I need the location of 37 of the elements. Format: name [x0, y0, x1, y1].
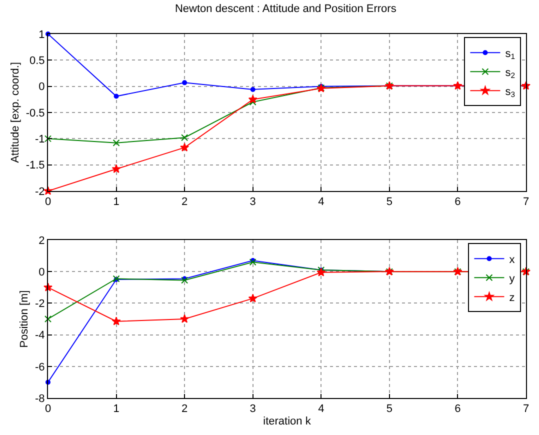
x-tick-label: 1	[113, 403, 120, 416]
x-tick-label: 6	[454, 196, 461, 208]
chart-title: Newton descent : Attitude and Position Errors	[175, 3, 397, 16]
legend-label: s$_{1}$	[505, 48, 515, 62]
y-tick-label: -4	[35, 330, 45, 342]
legend-label: x	[509, 254, 516, 266]
y-tick-label: -6	[35, 361, 45, 374]
x-tick-label: 7	[522, 196, 530, 208]
x-tick-label: 1	[113, 196, 120, 208]
x-tick-label: 5	[386, 403, 392, 416]
y-tick-label: -1	[35, 134, 45, 146]
x-tick-label: 7	[522, 403, 530, 416]
y-tick-label: 0.5	[30, 55, 45, 68]
y-tick-label: 1	[38, 28, 45, 41]
y-axis-title: Position [m]	[18, 290, 31, 348]
x-tick-label: 3	[250, 403, 256, 416]
legend-label: y	[509, 272, 516, 285]
legend-label: s$_{3}$	[505, 86, 515, 100]
x-tick-label: 3	[250, 196, 256, 208]
x-axis-title: iteration k	[263, 415, 312, 428]
y-tick-label: -0.5	[26, 107, 45, 120]
x-tick-label: 6	[454, 403, 461, 416]
y-tick-label: -2	[35, 298, 45, 310]
y-tick-label: 2	[38, 234, 45, 247]
legend-label: s$_{2}$	[505, 66, 515, 80]
y-tick-label: 0	[38, 266, 45, 278]
y-tick-label: -2	[35, 186, 45, 198]
x-tick-label: 2	[182, 403, 188, 416]
x-tick-label: 4	[318, 196, 324, 208]
legend-label: z	[509, 292, 515, 304]
x-tick-label: 2	[182, 196, 188, 208]
y-tick-label: -8	[35, 392, 45, 405]
y-axis-title: Attitude [exp. coord.]	[9, 62, 22, 163]
y-tick-label: 0	[38, 81, 45, 94]
x-tick-label: 5	[386, 196, 392, 208]
x-tick-label: 4	[318, 403, 324, 416]
y-tick-label: -1.5	[26, 160, 45, 172]
